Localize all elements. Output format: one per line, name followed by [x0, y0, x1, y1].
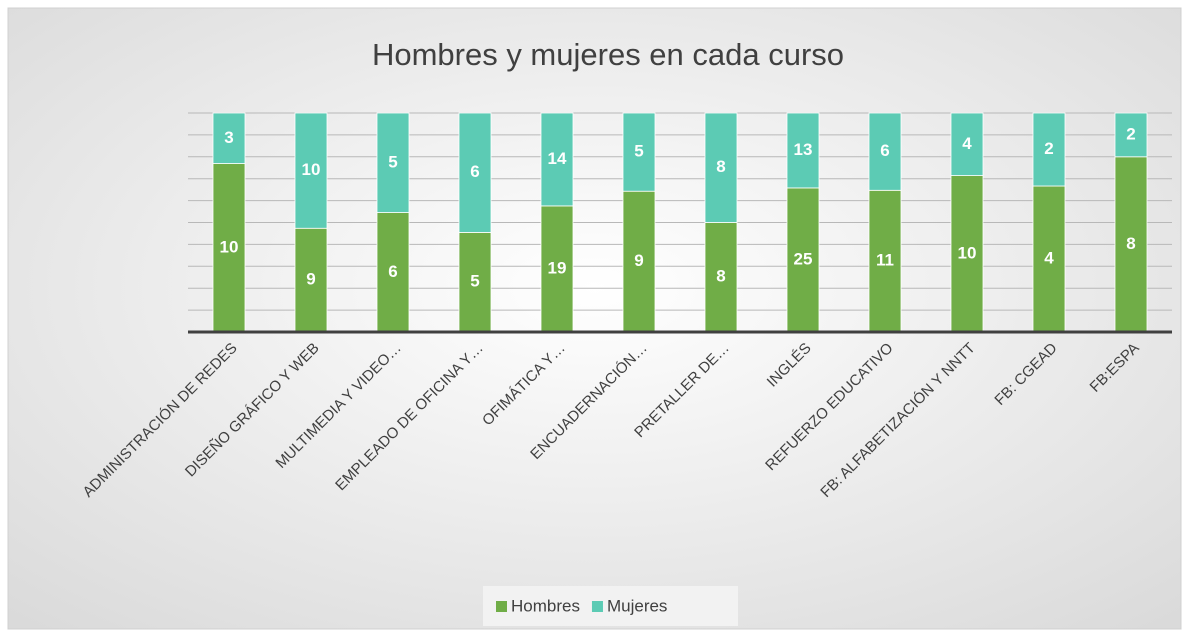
data-label: 14 [548, 149, 567, 168]
data-label: 8 [716, 157, 725, 176]
data-label: 13 [794, 140, 813, 159]
data-label: 11 [876, 251, 894, 270]
data-label: 2 [1126, 124, 1135, 143]
chart-background [7, 7, 1182, 630]
bar-segment [786, 187, 820, 333]
bar-segment [950, 175, 984, 333]
bar-segment [786, 112, 820, 189]
bar-segment [212, 112, 246, 164]
data-label: 2 [1044, 139, 1053, 158]
data-label: 10 [958, 243, 977, 262]
bar-segment [540, 205, 574, 333]
bar-segment [212, 163, 246, 333]
bar-segment [950, 112, 984, 176]
data-label: 10 [220, 237, 239, 256]
legend-label: Mujeres [607, 596, 667, 615]
bar-segment [376, 112, 410, 213]
data-label: 10 [302, 160, 321, 179]
data-label: 25 [794, 249, 813, 268]
bar-segment [868, 112, 902, 191]
data-label: 9 [306, 270, 315, 289]
bar-segment [622, 190, 656, 333]
bar-segment [704, 112, 738, 223]
data-label: 6 [388, 262, 397, 281]
bar-segment [868, 189, 902, 333]
data-label: 8 [716, 267, 725, 286]
data-label: 6 [470, 162, 479, 181]
data-label: 9 [634, 251, 643, 270]
data-label: 8 [1126, 234, 1135, 253]
bar-segment [376, 212, 410, 333]
bar-segment [540, 112, 574, 207]
data-label: 3 [224, 128, 233, 147]
data-label: 5 [634, 142, 643, 161]
bar-segment [458, 232, 492, 333]
bar-segment [294, 112, 328, 229]
bar-segment [1032, 112, 1066, 187]
legend-label: Hombres [511, 596, 580, 615]
bar-segment [704, 222, 738, 333]
legend-box [483, 586, 738, 626]
data-label: 4 [1044, 248, 1054, 267]
legend-swatch [496, 601, 507, 612]
bar-segment [294, 227, 328, 333]
legend-swatch [591, 601, 603, 612]
bar-segment [458, 112, 492, 233]
data-label: 5 [388, 152, 397, 171]
bar-segment [622, 112, 656, 192]
data-label: 19 [548, 258, 567, 277]
data-label: 6 [880, 141, 889, 160]
data-label: 5 [470, 272, 479, 291]
chart-title: Hombres y mujeres en cada curso [372, 37, 844, 72]
data-label: 4 [962, 134, 972, 153]
bar-segment [1114, 112, 1148, 158]
